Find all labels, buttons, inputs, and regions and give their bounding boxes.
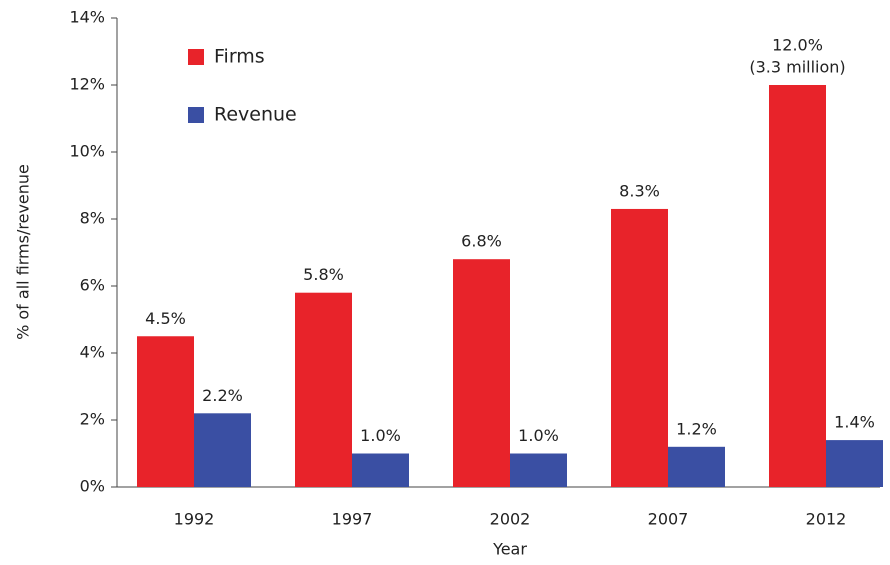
bar (453, 259, 510, 487)
y-tick-label: 14% (69, 8, 105, 27)
y-tick-label: 8% (80, 209, 105, 228)
legend-label: Firms (214, 46, 265, 68)
x-tick-label: 2002 (490, 510, 531, 529)
value-label: 1.0% (360, 426, 401, 445)
x-axis-label: Year (492, 540, 527, 559)
legend-label: Revenue (214, 104, 297, 126)
value-label: 12.0% (772, 36, 823, 55)
value-label: 8.3% (619, 181, 660, 200)
y-tick-label: 2% (80, 410, 105, 429)
bar (510, 453, 567, 487)
bar (826, 440, 883, 487)
annotation: (3.3 million) (749, 58, 845, 77)
value-label: 1.4% (834, 413, 875, 432)
y-tick-label: 4% (80, 343, 105, 362)
value-label: 5.8% (303, 265, 344, 284)
bar (295, 292, 352, 487)
y-tick-label: 6% (80, 276, 105, 295)
x-tick-label: 1997 (332, 510, 373, 529)
bar (769, 85, 826, 487)
bar (611, 208, 668, 487)
value-label: 2.2% (202, 386, 243, 405)
bar (668, 446, 725, 487)
value-label: 4.5% (145, 309, 186, 328)
bar (137, 336, 194, 487)
legend-swatch (188, 107, 204, 123)
value-label: 1.2% (676, 419, 717, 438)
y-axis-label: % of all firms/revenue (14, 164, 33, 340)
bar (194, 413, 251, 487)
y-tick-label: 12% (69, 75, 105, 94)
y-tick-label: 10% (69, 142, 105, 161)
y-tick-label: 0% (80, 477, 105, 496)
x-tick-label: 2012 (806, 510, 847, 529)
bar (352, 453, 409, 487)
x-tick-label: 1992 (174, 510, 215, 529)
legend-swatch (188, 49, 204, 65)
value-label: 6.8% (461, 232, 502, 251)
value-label: 1.0% (518, 426, 559, 445)
x-tick-label: 2007 (648, 510, 689, 529)
